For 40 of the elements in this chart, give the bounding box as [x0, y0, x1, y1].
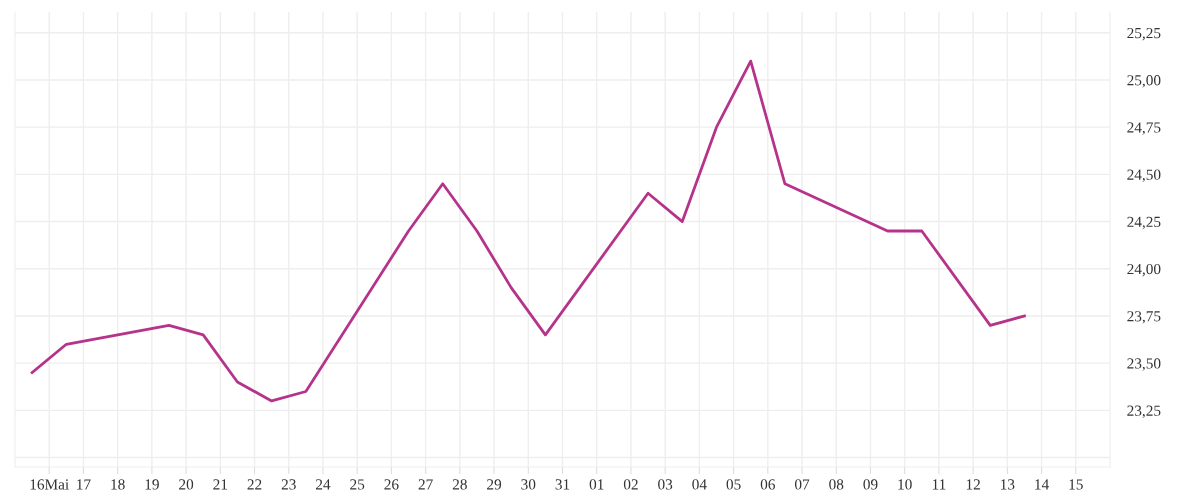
- x-tick-label: 05: [726, 479, 741, 490]
- x-tick-label: 28: [452, 479, 467, 490]
- x-tick-label: 18: [111, 479, 125, 490]
- x-tick-label: 04: [692, 479, 707, 490]
- x-tick-label: 08: [829, 479, 844, 490]
- x-tick-label: 25: [350, 479, 365, 490]
- x-tick-label: 22: [247, 479, 262, 490]
- x-tick-label: 02: [623, 479, 638, 490]
- x-tick-label: 13: [1001, 479, 1015, 490]
- x-tick-label: 29: [487, 479, 502, 490]
- x-tick-label: 06: [760, 479, 775, 490]
- x-tick-label: 12: [966, 479, 980, 490]
- y-tick-label: 24,75: [1127, 122, 1161, 135]
- y-tick-label: 24,50: [1127, 169, 1161, 183]
- x-tick-label: 23: [281, 479, 296, 490]
- x-tick-label: 19: [145, 479, 159, 490]
- x-tick-label: 03: [658, 479, 673, 490]
- y-tick-label: 23,50: [1127, 358, 1161, 371]
- x-tick-label: 09: [863, 479, 878, 490]
- x-tick-label: 30: [521, 479, 536, 490]
- x-tick-label: 14: [1035, 479, 1049, 490]
- y-tick-label: 23,75: [1127, 311, 1161, 324]
- x-tick-label: 16Mai: [30, 479, 69, 490]
- x-tick-label: 26: [384, 479, 399, 490]
- y-tick-label: 24,00: [1127, 263, 1161, 277]
- x-tick-label: 31: [555, 479, 570, 490]
- x-tick-label: 21: [213, 479, 228, 490]
- x-tick-label: 01: [589, 479, 604, 490]
- x-tick-label: 20: [179, 479, 194, 490]
- x-tick-label: 07: [794, 479, 810, 490]
- x-tick-label: 10: [898, 479, 912, 490]
- y-tick-label: 25,00: [1127, 75, 1161, 88]
- x-tick-label: 27: [418, 479, 433, 490]
- x-tick-label: 24: [316, 479, 331, 490]
- x-tick-label: 17: [77, 479, 91, 490]
- x-tick-label: 11: [932, 479, 946, 490]
- y-tick-label: 23,25: [1127, 405, 1161, 419]
- y-tick-label: 25,25: [1127, 27, 1161, 41]
- x-tick-label: 15: [1069, 479, 1083, 490]
- y-tick-label: 24,25: [1127, 216, 1161, 230]
